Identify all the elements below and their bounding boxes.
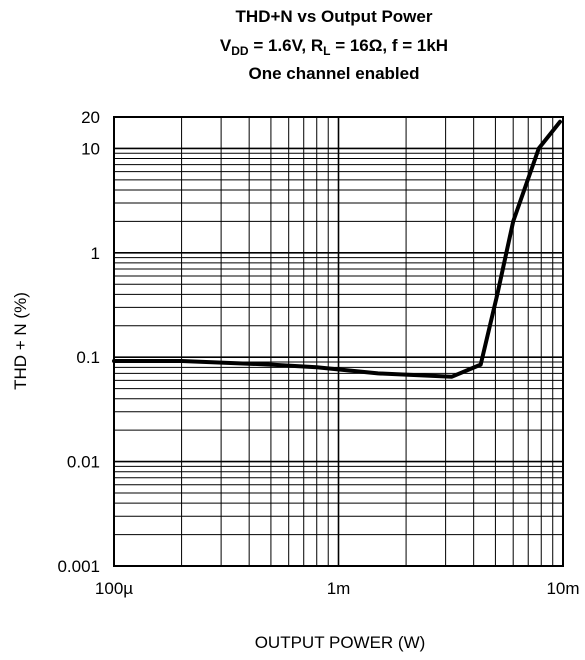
x-tick-label: 10m xyxy=(546,579,579,598)
title-vdd-symbol: V xyxy=(220,36,232,55)
chart-title-line-1: THD+N vs Output Power xyxy=(236,7,433,26)
y-axis-label: THD + N (%) xyxy=(11,292,30,390)
title-rl-freq-value: = 16Ω, f = 1kH xyxy=(330,36,448,55)
y-tick-label: 0.1 xyxy=(76,348,100,367)
y-tick-label: 10 xyxy=(81,139,100,158)
title-vdd-value: = 1.6V, R xyxy=(249,36,324,55)
y-tick-label: 1 xyxy=(91,244,100,263)
title-vdd-subscript: DD xyxy=(231,44,249,58)
chart-title-line-2: VDD = 1.6V, RL = 16Ω, f = 1kH xyxy=(220,36,448,58)
x-axis-label: OUTPUT POWER (W) xyxy=(255,633,426,652)
plot-area-frame xyxy=(113,116,564,567)
grid-lines xyxy=(113,116,563,567)
y-axis-tick-labels: 20 10 1 0.1 0.01 0.001 xyxy=(57,108,100,576)
y-tick-label: 0.01 xyxy=(67,453,100,472)
series-group xyxy=(112,119,562,379)
y-tick-label: 20 xyxy=(81,108,100,127)
x-tick-label: 1m xyxy=(327,579,351,598)
x-axis-tick-labels: 100µ 1m 10m xyxy=(95,579,580,598)
x-tick-label: 100µ xyxy=(95,579,133,598)
chart-title-line-3: One channel enabled xyxy=(249,64,420,83)
thd-n-series-line xyxy=(112,119,562,379)
y-tick-label: 0.001 xyxy=(57,557,100,576)
title-rl-subscript: L xyxy=(323,44,330,58)
